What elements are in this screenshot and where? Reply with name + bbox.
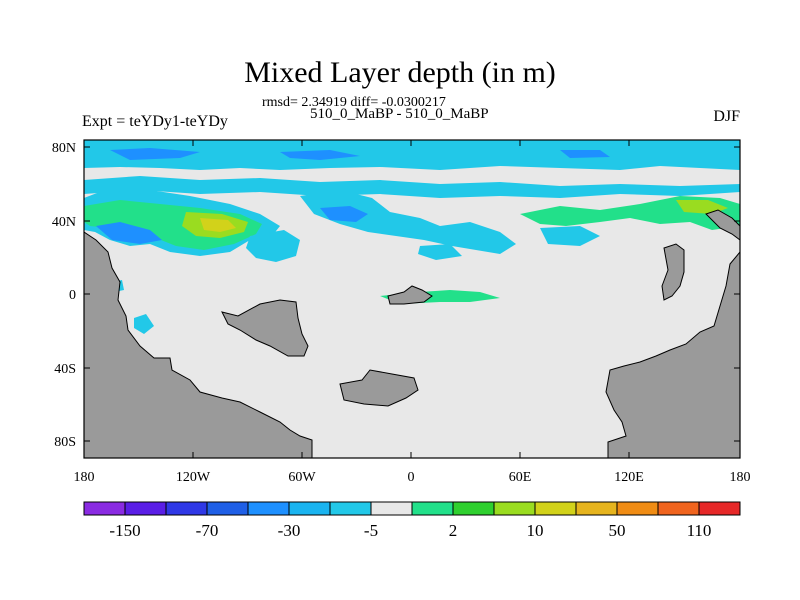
experiment-label: Expt = teYDy1-teYDy	[82, 113, 228, 130]
colorbar-swatch	[370, 501, 413, 516]
atlantic-light-blue	[300, 190, 516, 254]
colorbar-label: 10	[527, 521, 544, 540]
stats-text: rmsd= 2.34919 diff= -0.0300217	[262, 95, 446, 110]
x-tick-label: 60W	[288, 470, 316, 485]
colorbar-labels: -150 -70 -30 -5 2 10 50 110	[109, 521, 711, 540]
y-axis-labels: 80N 40N 0 40S 80S	[52, 141, 76, 450]
north-pacific-yellow	[200, 218, 236, 232]
y-tick-label: 40N	[52, 215, 76, 230]
colorbar-swatch	[411, 501, 454, 516]
arctic-blue-patches	[110, 148, 610, 160]
colorbar-swatch	[534, 501, 577, 516]
plot-title: Mixed Layer depth (in m)	[244, 56, 556, 89]
colorbar-label: -5	[364, 521, 378, 540]
colorbar	[83, 501, 741, 516]
y-tick-label: 0	[69, 288, 76, 303]
colorbar-label: -70	[196, 521, 219, 540]
landmass-east-strip	[661, 243, 685, 301]
season-label: DJF	[713, 108, 740, 125]
midlat-strip-light-blue	[84, 176, 740, 198]
landmass-east	[605, 251, 740, 458]
map-plot-area	[84, 140, 740, 458]
colorbar-swatch	[288, 501, 331, 516]
colorbar-swatch	[124, 501, 167, 516]
x-tick-label: 60E	[509, 470, 532, 485]
colorbar-swatch	[657, 501, 700, 516]
x-axis-labels: 180 120W 60W 0 60E 120E 180	[74, 470, 751, 485]
colorbar-swatch	[206, 501, 249, 516]
colorbar-label: 50	[609, 521, 626, 540]
colorbar-swatch	[493, 501, 536, 516]
plot-frame	[83, 139, 741, 459]
colorbar-label: -30	[278, 521, 301, 540]
colorbar-swatch	[83, 501, 126, 516]
colorbar-label: -150	[109, 521, 140, 540]
colorbar-label: 2	[449, 521, 458, 540]
landmass-equatorial	[387, 285, 433, 305]
atlantic-blue	[320, 206, 368, 222]
colorbar-swatch	[247, 501, 290, 516]
y-tick-label: 80N	[52, 141, 76, 156]
east-light-blue	[418, 226, 600, 260]
y-tick-label: 80S	[54, 435, 76, 450]
landmass-central-south	[221, 299, 309, 357]
x-tick-label: 120W	[176, 470, 211, 485]
arctic-light-blue-band	[84, 140, 740, 170]
central-light-blue	[246, 230, 300, 262]
x-tick-label: 180	[74, 470, 95, 485]
plot-subtitle: 510_0_MaBP - 510_0_MaBP	[310, 106, 489, 122]
y-tick-label: 40S	[54, 362, 76, 377]
x-tick-label: 180	[730, 470, 751, 485]
x-tick-label: 0	[408, 470, 415, 485]
colorbar-swatch	[616, 501, 659, 516]
colorbar-label: 110	[687, 521, 712, 540]
x-tick-label: 120E	[614, 470, 644, 485]
landmass-west	[84, 231, 313, 458]
colorbar-swatch	[698, 501, 741, 516]
axis-ticks	[83, 140, 741, 458]
north-pacific-blue	[96, 222, 162, 244]
south-light-blue-spot	[112, 280, 154, 334]
colorbar-swatch	[575, 501, 618, 516]
colorbar-swatch	[165, 501, 208, 516]
landmass-south-island	[339, 369, 419, 407]
colorbar-swatch	[329, 501, 372, 516]
landmass-northeast	[705, 209, 740, 241]
colorbar-swatch	[452, 501, 495, 516]
